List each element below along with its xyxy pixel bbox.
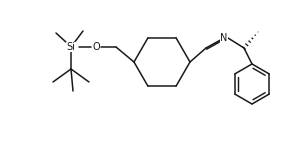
Text: O: O — [92, 42, 100, 52]
Text: Si: Si — [67, 42, 76, 52]
Text: N: N — [220, 33, 228, 43]
